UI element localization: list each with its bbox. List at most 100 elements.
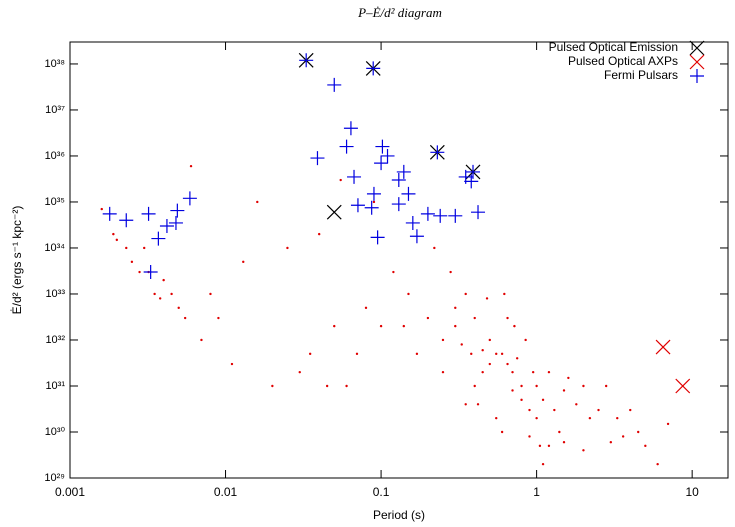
point [153, 292, 156, 296]
point [513, 324, 516, 328]
point [466, 164, 481, 179]
point [366, 186, 381, 201]
point [141, 206, 156, 221]
x-tick-label: 0.01 [214, 485, 238, 499]
point [350, 198, 365, 213]
point [183, 316, 187, 320]
legend-marker [689, 54, 705, 70]
point [535, 384, 538, 388]
point [500, 430, 504, 434]
point [379, 324, 383, 328]
point [370, 230, 385, 245]
point [271, 384, 274, 388]
y-axis-label: Ė/d² (ergs s⁻¹ kpc⁻²) [10, 206, 24, 315]
point [506, 316, 509, 320]
point [464, 403, 467, 406]
point [547, 370, 551, 374]
point [310, 151, 325, 166]
point [485, 297, 489, 300]
point [299, 53, 314, 68]
point [473, 384, 476, 388]
y-tick-label: 10³⁸ [44, 58, 65, 70]
point [326, 204, 342, 220]
point [392, 270, 395, 274]
point [488, 338, 491, 342]
y-tick-label: 10²⁹ [44, 472, 65, 484]
point [380, 148, 395, 163]
point [339, 139, 354, 154]
point [644, 444, 647, 448]
point [495, 352, 498, 356]
point [375, 139, 390, 154]
x-tick-label: 1 [533, 485, 540, 499]
point [562, 389, 566, 392]
point [481, 370, 484, 374]
point [162, 278, 165, 282]
point [125, 246, 128, 250]
point [366, 61, 381, 76]
point [500, 352, 504, 356]
point [675, 378, 691, 394]
point [242, 260, 245, 264]
point [575, 403, 578, 406]
point [230, 362, 234, 366]
point [454, 306, 457, 310]
point [528, 408, 531, 412]
x-tick-label: 0.001 [55, 485, 85, 499]
point [430, 145, 445, 160]
point [535, 416, 538, 420]
point [209, 292, 212, 296]
x-axis-label: Period (s) [373, 508, 425, 522]
point [588, 416, 592, 420]
point [119, 213, 134, 228]
point [391, 173, 406, 188]
point [562, 441, 566, 444]
point [286, 246, 289, 250]
point [621, 435, 625, 438]
point [524, 338, 527, 342]
point [473, 316, 476, 320]
point [454, 324, 457, 328]
point [298, 370, 301, 374]
point [333, 324, 336, 328]
point [355, 352, 359, 356]
point [541, 462, 545, 466]
point [541, 398, 545, 402]
point [317, 232, 321, 236]
legend-label: Pulsed Optical AXPs [568, 54, 678, 68]
point [391, 197, 406, 212]
y-tick-label: 10³⁵ [45, 196, 65, 208]
point [511, 389, 514, 392]
point [374, 156, 389, 171]
point [471, 205, 486, 220]
point [189, 164, 193, 168]
point [364, 200, 379, 215]
point [100, 207, 103, 211]
point [345, 384, 348, 388]
y-tick-label: 10³² [45, 334, 65, 346]
legend-label: Pulsed Optical Emission [549, 40, 678, 54]
point [396, 164, 411, 179]
point [426, 316, 430, 320]
point [420, 206, 435, 221]
point [158, 297, 162, 300]
point [528, 435, 531, 438]
point [655, 339, 671, 355]
point [402, 324, 406, 328]
y-tick-label: 10³⁰ [45, 426, 66, 438]
point [143, 265, 158, 280]
point [481, 348, 484, 352]
point [200, 338, 203, 342]
point [415, 352, 419, 356]
chart-title: P–Ė/d² diagram [357, 5, 442, 20]
point [495, 416, 498, 420]
point [629, 408, 632, 412]
point [464, 174, 479, 189]
point [102, 206, 117, 221]
point [666, 422, 670, 426]
x-tick-label: 10 [685, 485, 699, 499]
point [460, 343, 463, 346]
point [506, 362, 509, 366]
point [448, 208, 463, 223]
